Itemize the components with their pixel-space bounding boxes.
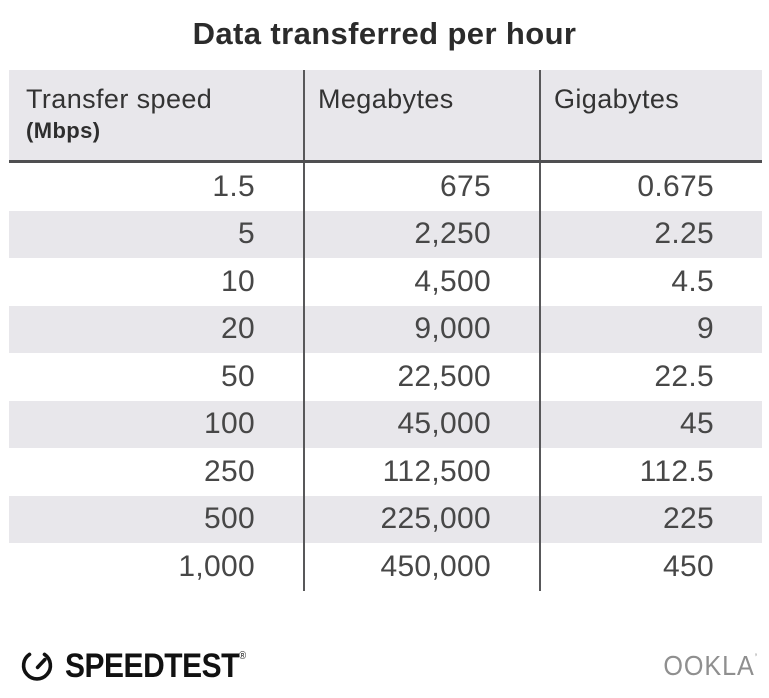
table-cell: 112,500 bbox=[303, 448, 539, 496]
table-cell: 2.25 bbox=[539, 210, 762, 258]
table-cell: 250 bbox=[204, 454, 255, 488]
column-header-transfer-speed: Transfer speed (Mbps) bbox=[9, 70, 303, 160]
table-cell: 225 bbox=[539, 495, 762, 543]
footer: SPEEDTEST ® OOKLA ’ bbox=[18, 647, 757, 685]
table-row: 20 9,000 9 bbox=[9, 305, 762, 353]
table-cell: 9,000 bbox=[303, 305, 539, 353]
table-row: 1,000 450,000 450 bbox=[9, 543, 762, 591]
table-cell: 112.5 bbox=[539, 448, 762, 496]
table-cell: 450,000 bbox=[303, 543, 539, 591]
table-row: 250 112,500 112.5 bbox=[9, 448, 762, 496]
table-cell: 22.5 bbox=[539, 353, 762, 401]
column-header-gigabytes: Gigabytes bbox=[539, 70, 762, 160]
table-cell: 2,250 bbox=[303, 210, 539, 258]
table-cell: 50 bbox=[221, 359, 255, 393]
table-cell: 4.5 bbox=[539, 258, 762, 306]
speedtest-logo: SPEEDTEST ® bbox=[18, 647, 271, 685]
speedtest-label: SPEEDTEST bbox=[65, 646, 239, 685]
column-header-unit: (Mbps) bbox=[26, 118, 101, 143]
table-cell: 450 bbox=[539, 543, 762, 591]
column-header-label: Gigabytes bbox=[554, 84, 680, 114]
table-cell: 9 bbox=[539, 305, 762, 353]
speedtest-wordmark: SPEEDTEST ® bbox=[65, 647, 246, 685]
table-cell: 22,500 bbox=[303, 353, 539, 401]
table-row: 5 2,250 2.25 bbox=[9, 210, 762, 258]
table-cell: 10 bbox=[221, 264, 255, 298]
page-title: Data transferred per hour bbox=[192, 16, 577, 51]
table-cell: 5 bbox=[238, 217, 255, 251]
ookla-trademark-icon: ’ bbox=[754, 650, 757, 665]
ookla-logo: OOKLA ’ bbox=[663, 650, 757, 682]
table-row: 500 225,000 225 bbox=[9, 495, 762, 543]
table-row: 10 4,500 4.5 bbox=[9, 258, 762, 306]
table-cell: 500 bbox=[204, 502, 255, 536]
table-cell: 100 bbox=[204, 407, 255, 441]
ookla-label: OOKLA bbox=[663, 649, 755, 681]
data-table: Transfer speed (Mbps) Megabytes Gigabyte… bbox=[9, 70, 762, 591]
table-row: 1.5 675 0.675 bbox=[9, 163, 762, 211]
table-cell: 45,000 bbox=[303, 400, 539, 448]
table-row: 50 22,500 22.5 bbox=[9, 353, 762, 401]
table-header-row: Transfer speed (Mbps) Megabytes Gigabyte… bbox=[9, 70, 762, 163]
table-row: 100 45,000 45 bbox=[9, 400, 762, 448]
table-cell: 45 bbox=[539, 400, 762, 448]
speedtest-gauge-icon bbox=[21, 652, 53, 681]
table-cell: 1,000 bbox=[178, 549, 255, 583]
table-cell: 0.675 bbox=[539, 163, 762, 211]
table-cell: 1.5 bbox=[212, 169, 255, 203]
table-cell: 4,500 bbox=[303, 258, 539, 306]
column-header-megabytes: Megabytes bbox=[303, 70, 539, 160]
column-header-label: Transfer speed bbox=[26, 84, 213, 114]
table-cell: 20 bbox=[221, 312, 255, 346]
table-cell: 225,000 bbox=[303, 495, 539, 543]
registered-trademark-icon: ® bbox=[238, 649, 247, 662]
table-cell: 675 bbox=[303, 163, 539, 211]
table-body: 1.5 675 0.675 5 2,250 2.25 10 4,500 4.5 20 9,000 9 5… bbox=[9, 163, 762, 591]
column-header-label: Megabytes bbox=[318, 84, 454, 114]
